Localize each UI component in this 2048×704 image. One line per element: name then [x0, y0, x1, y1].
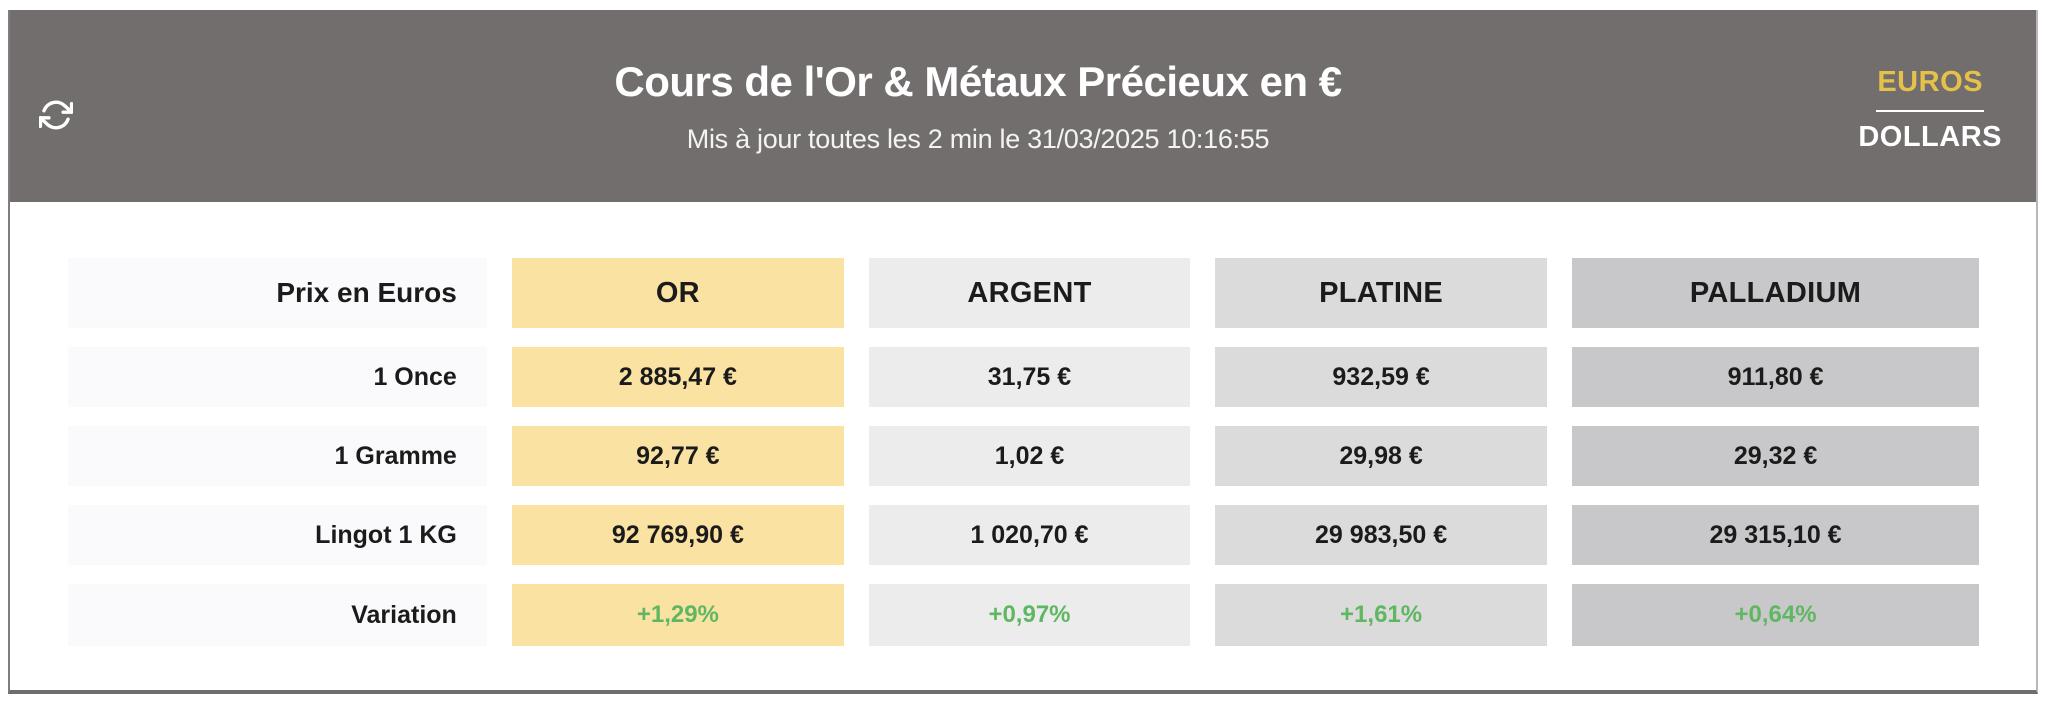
- price-gramme-or: 92,77 €: [511, 426, 844, 486]
- variation-palladium: +0,64%: [1572, 584, 1979, 646]
- last-updated-text: Mis à jour toutes les 2 min le 31/03/202…: [686, 123, 1270, 154]
- column-header-palladium: PALLADIUM: [1572, 258, 1979, 328]
- refresh-icon: [38, 98, 74, 135]
- price-gramme-palladium: 29,32 €: [1572, 426, 1979, 486]
- price-gramme-platine: 29,98 €: [1215, 426, 1548, 486]
- currency-euros-button[interactable]: EUROS: [1877, 66, 1983, 98]
- row-label-variation: Variation: [68, 584, 487, 646]
- price-once-platine: 932,59 €: [1215, 347, 1548, 407]
- currency-toggle: EUROS DOLLARS: [1858, 66, 2002, 154]
- table-corner-label: Prix en Euros: [68, 258, 487, 328]
- refresh-button[interactable]: [36, 96, 76, 136]
- variation-argent: +0,97%: [868, 584, 1191, 646]
- price-gramme-argent: 1,02 €: [868, 426, 1191, 486]
- table-container: Prix en Euros OR ARGENT PLATINE PALLADIU…: [10, 202, 2036, 646]
- price-lingot-or: 92 769,90 €: [511, 505, 844, 565]
- price-lingot-argent: 1 020,70 €: [868, 505, 1191, 565]
- price-lingot-palladium: 29 315,10 €: [1572, 505, 1979, 565]
- currency-toggle-divider: [1876, 110, 1985, 112]
- price-once-palladium: 911,80 €: [1572, 347, 1979, 407]
- column-header-platine: PLATINE: [1215, 258, 1548, 328]
- widget-header: Cours de l'Or & Métaux Précieux en € Mis…: [10, 10, 2036, 202]
- header-titles: Cours de l'Or & Métaux Précieux en € Mis…: [10, 10, 2036, 202]
- variation-platine: +1,61%: [1215, 584, 1548, 646]
- row-label-gramme: 1 Gramme: [68, 426, 487, 486]
- column-header-argent: ARGENT: [868, 258, 1191, 328]
- currency-dollars-button[interactable]: DOLLARS: [1858, 121, 2002, 153]
- gold-price-widget: Cours de l'Or & Métaux Précieux en € Mis…: [8, 10, 2038, 694]
- row-label-lingot: Lingot 1 KG: [68, 505, 487, 565]
- price-table: Prix en Euros OR ARGENT PLATINE PALLADIU…: [68, 258, 1979, 646]
- variation-or: +1,29%: [511, 584, 844, 646]
- price-lingot-platine: 29 983,50 €: [1215, 505, 1548, 565]
- page-title: Cours de l'Or & Métaux Précieux en €: [614, 57, 1342, 105]
- price-once-or: 2 885,47 €: [511, 347, 844, 407]
- price-once-argent: 31,75 €: [868, 347, 1191, 407]
- column-header-or: OR: [511, 258, 844, 328]
- row-label-once: 1 Once: [68, 347, 487, 407]
